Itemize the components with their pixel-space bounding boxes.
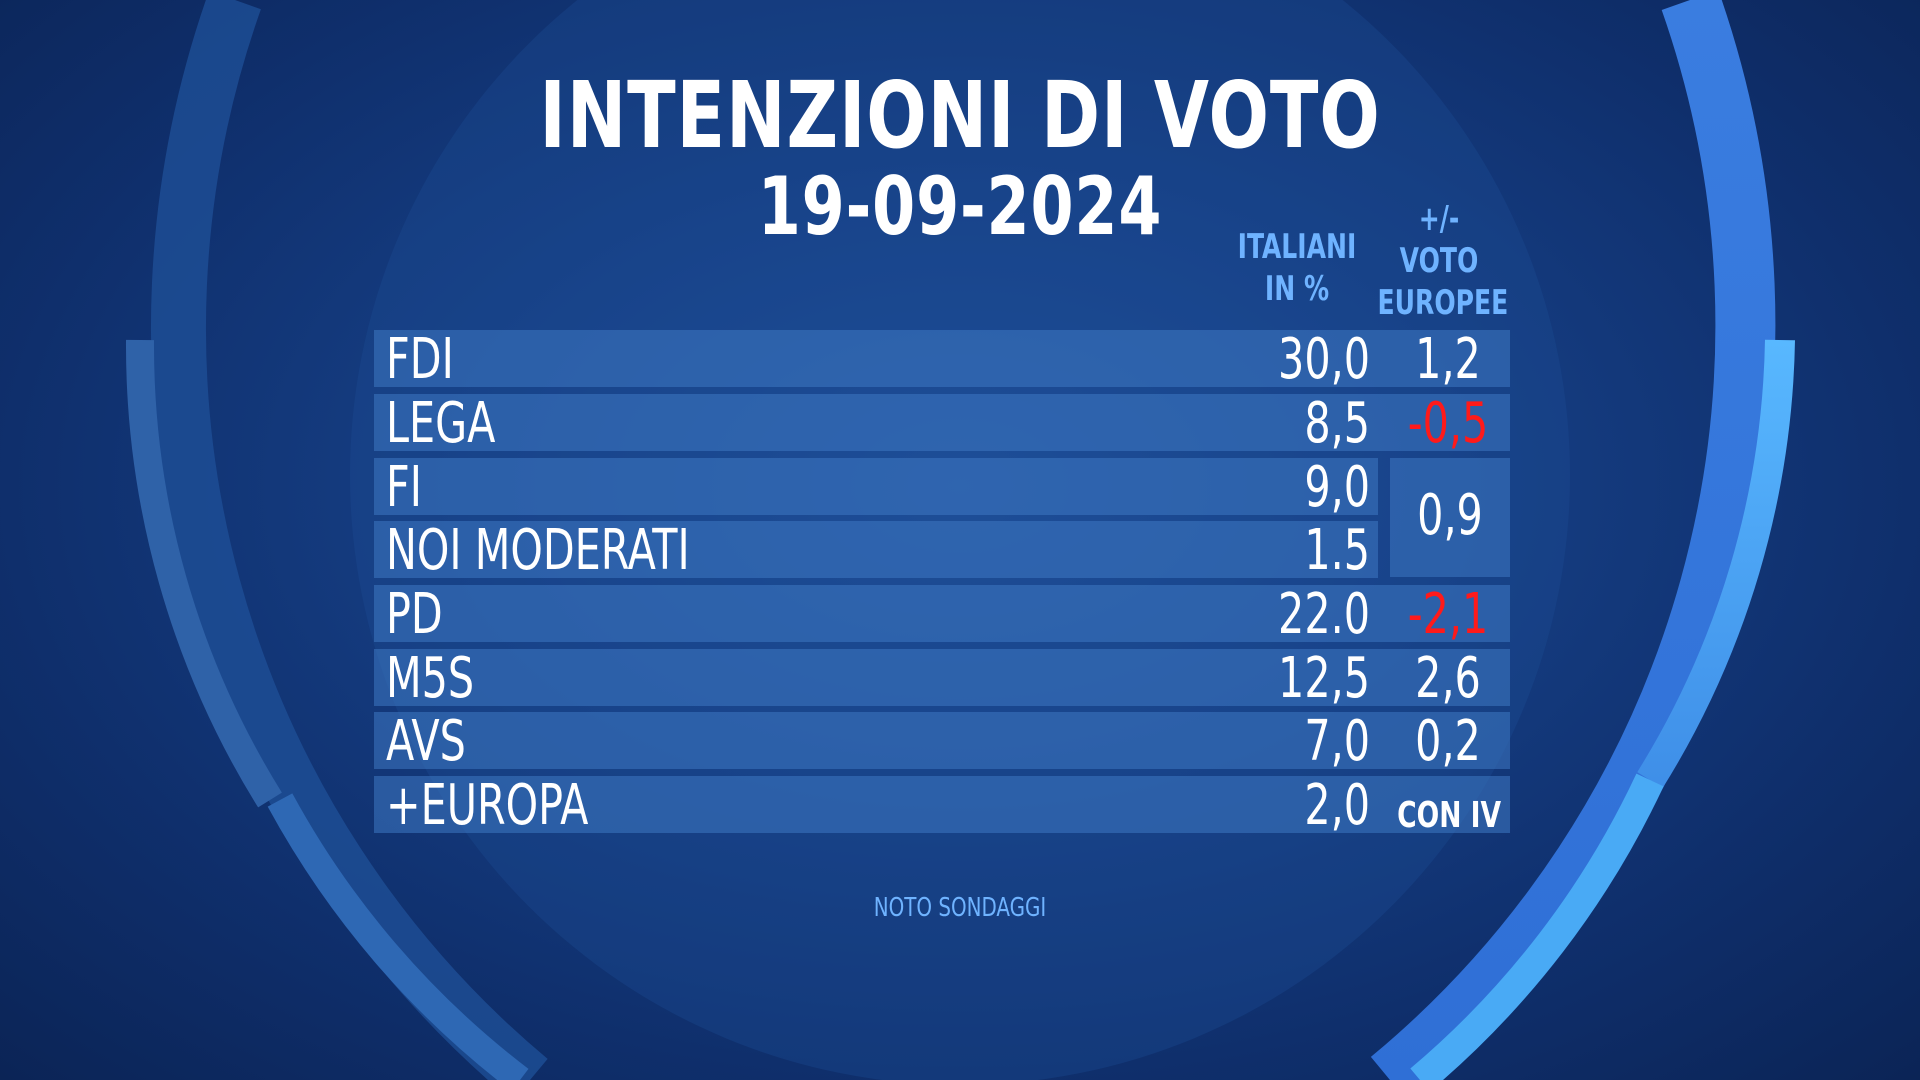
table-row: FI 9,0 xyxy=(374,455,1510,520)
column-header-europee-line2: VOTO xyxy=(1399,241,1479,281)
row-bar xyxy=(374,649,1510,706)
merged-delta-value: 0,9 xyxy=(1417,483,1483,548)
party-value: 12,5 xyxy=(1278,646,1370,711)
party-delta: 2,6 xyxy=(1415,646,1481,711)
party-name: +EUROPA xyxy=(386,773,589,838)
party-delta: 1,2 xyxy=(1415,327,1481,392)
chart-date: 19-09-2024 xyxy=(757,160,1163,253)
party-name: LEGA xyxy=(386,391,496,456)
party-value: 7,0 xyxy=(1304,709,1370,774)
party-value: 9,0 xyxy=(1304,455,1370,520)
column-header-italiani-line2: IN % xyxy=(1264,269,1330,309)
party-value: 22.0 xyxy=(1278,582,1370,647)
row-bar xyxy=(374,330,1510,387)
table-row: PD 22.0 -2,1 xyxy=(374,582,1510,647)
column-header-europee: +/- VOTO EUROPEE xyxy=(1377,198,1509,324)
table-row: AVS 7,0 0,2 xyxy=(374,709,1510,774)
row-bar xyxy=(374,521,1378,578)
party-delta: -2,1 xyxy=(1407,582,1489,647)
table-row: +EUROPA 2,0 CON IV xyxy=(374,773,1510,838)
party-name: PD xyxy=(386,582,443,647)
column-header-italiani-line1: ITALIANI xyxy=(1237,227,1357,267)
source-label: NOTO SONDAGGI xyxy=(873,893,1047,923)
row-bar xyxy=(374,712,1510,769)
party-value: 2,0 xyxy=(1304,773,1370,838)
column-header-europee-line1: +/- xyxy=(1418,199,1460,239)
party-name: AVS xyxy=(386,709,466,774)
chart-title: INTENZIONI DI VOTO xyxy=(539,62,1381,169)
merged-delta-cell: 0,9 xyxy=(1390,458,1510,577)
table-row: FDI 30,0 1,2 xyxy=(374,327,1510,392)
party-name: NOI MODERATI xyxy=(386,518,690,583)
party-delta: -0,5 xyxy=(1407,391,1489,456)
row-bar xyxy=(374,585,1510,642)
table-row: M5S 12,5 2,6 xyxy=(374,646,1510,711)
table-row: NOI MODERATI 1.5 xyxy=(374,518,1510,583)
party-value: 8,5 xyxy=(1304,391,1370,456)
party-value: 30,0 xyxy=(1278,327,1370,392)
party-delta: 0,2 xyxy=(1415,709,1481,774)
party-name: FI xyxy=(386,455,422,520)
column-header-europee-line3: EUROPEE xyxy=(1377,283,1509,323)
row-bar xyxy=(374,458,1378,515)
party-name: M5S xyxy=(386,646,475,711)
row-bar xyxy=(374,394,1510,451)
table-row: LEGA 8,5 -0,5 xyxy=(374,391,1510,456)
party-name: FDI xyxy=(386,327,454,392)
row-bar xyxy=(374,776,1510,833)
party-delta: CON IV xyxy=(1397,795,1502,836)
party-value: 1.5 xyxy=(1304,518,1370,583)
column-header-italiani: ITALIANI IN % xyxy=(1236,226,1359,310)
